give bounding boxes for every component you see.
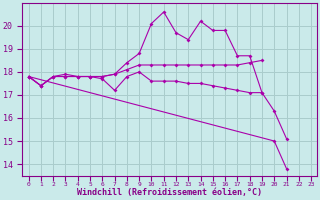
X-axis label: Windchill (Refroidissement éolien,°C): Windchill (Refroidissement éolien,°C) — [77, 188, 262, 197]
